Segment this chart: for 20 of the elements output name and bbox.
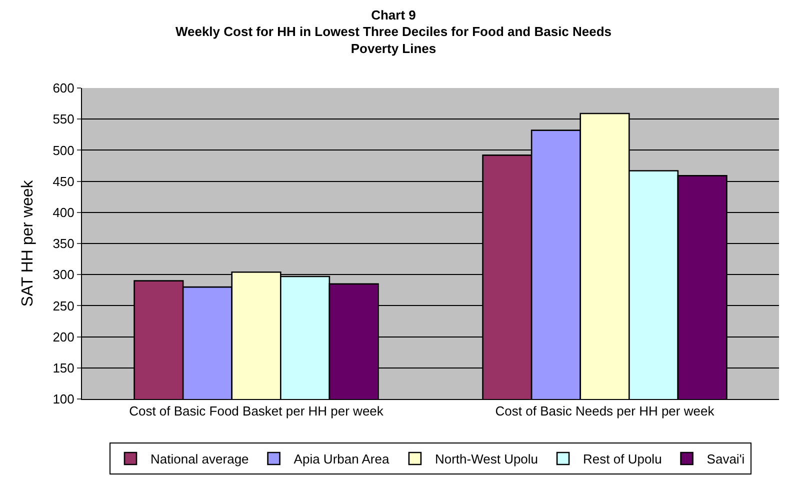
y-tick-label: 300 xyxy=(52,267,74,282)
x-tick-label: Cost of Basic Food Basket per HH per week xyxy=(129,404,384,419)
legend-label: Rest of Upolu xyxy=(583,452,662,467)
y-tick-label: 200 xyxy=(52,329,74,344)
legend-label: Apia Urban Area xyxy=(294,452,390,467)
y-tick-label: 100 xyxy=(52,392,74,407)
y-tick-label: 150 xyxy=(52,360,74,376)
y-tick-label: 250 xyxy=(52,298,74,314)
x-tick-label: Cost of Basic Needs per HH per week xyxy=(495,404,715,419)
y-tick-label: 350 xyxy=(52,236,74,252)
y-tick-label: 550 xyxy=(52,112,74,127)
chart-title: Chart 9 Weekly Cost for HH in Lowest Three Deciles for Food and Basic Needs Poverty Lines xyxy=(175,7,612,56)
y-tick-label: 600 xyxy=(52,80,74,96)
y-axis-title: SAT HH per week xyxy=(20,179,37,307)
legend-label: North-West Upolu xyxy=(434,452,538,467)
y-tick-label: 500 xyxy=(52,142,74,158)
legend-label: Savai'i xyxy=(706,452,745,467)
y-tick-label: 450 xyxy=(52,174,74,189)
y-tick-label: 400 xyxy=(52,204,74,220)
legend-label: National average xyxy=(150,452,249,467)
